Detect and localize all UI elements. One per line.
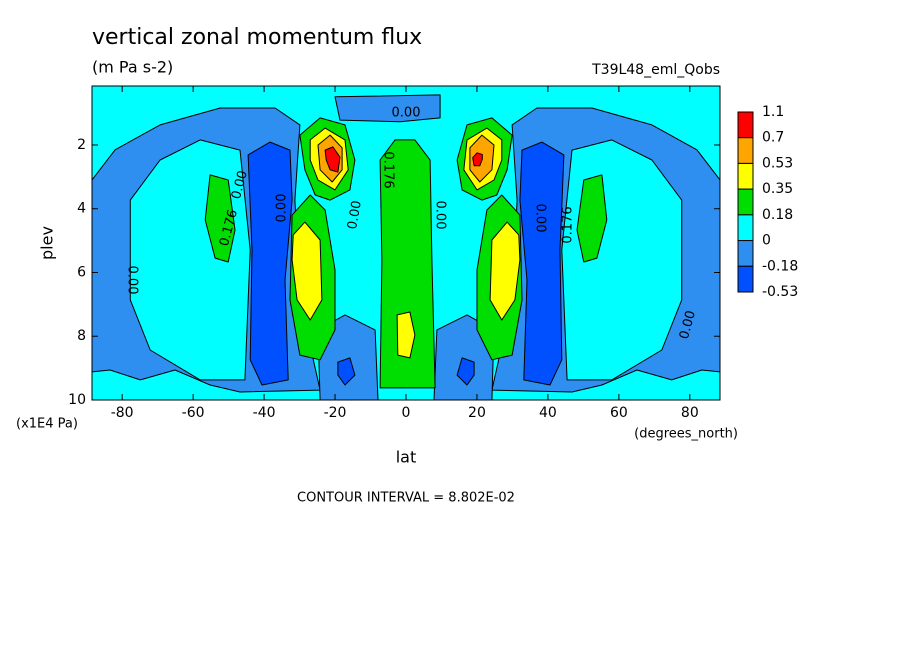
y-tick-label: 10 [68, 392, 86, 408]
contour-region [291, 221, 323, 321]
contour-region [129, 139, 251, 381]
contour-region [334, 94, 441, 123]
colorbar-label: 0.35 [762, 181, 793, 197]
y-axis-units: (x1E4 Pa) [16, 417, 78, 432]
contour-label: 0.176 [561, 206, 576, 243]
colorbar-box [737, 137, 754, 164]
contour-region [317, 314, 379, 400]
colorbar-box [737, 214, 754, 242]
contour-region [576, 174, 608, 263]
contour-region [379, 139, 436, 389]
x-tick-label: 20 [468, 405, 486, 421]
y-tick-label: 6 [77, 264, 86, 280]
contour-region [324, 146, 341, 173]
x-tick-label: -60 [182, 405, 205, 421]
contour-label: 0.00 [275, 194, 290, 223]
contour-region [561, 139, 683, 381]
colorbar-label: 1.1 [762, 104, 784, 120]
contour-label: 0.176 [381, 151, 396, 188]
x-tick-label: 40 [539, 405, 557, 421]
x-tick-label: -80 [111, 405, 134, 421]
colorbar-label: 0.7 [762, 130, 784, 146]
contour-label: 0.00 [345, 199, 365, 230]
x-tick-label: 0 [402, 405, 411, 421]
contour-label: 0.00 [125, 266, 140, 295]
dataset-label: T39L48_eml_Qobs [591, 62, 720, 78]
contour-region [337, 357, 356, 386]
y-axis-label: plev [38, 226, 57, 260]
y-tick-label: 4 [77, 201, 86, 217]
colorbar-box [737, 188, 754, 216]
contour-region [489, 221, 521, 321]
contour-label: 0.00 [229, 169, 251, 201]
colorbar-box [737, 265, 754, 293]
x-tick-label: -20 [324, 405, 347, 421]
contour-region [247, 141, 293, 386]
contour-label: 0.00 [677, 309, 699, 341]
y-tick-label: 8 [77, 328, 86, 344]
contour-label: 0.00 [433, 201, 448, 230]
x-tick-label: 80 [681, 405, 699, 421]
contour-region [472, 152, 483, 167]
contour-region [204, 174, 236, 263]
colorbar-label: 0 [762, 233, 771, 249]
contour-label: 0.00 [533, 204, 548, 233]
x-axis-units: (degrees_north) [634, 427, 738, 442]
contour-region [433, 314, 495, 400]
chart-subtitle: (m Pa s-2) [92, 58, 173, 77]
colorbar-box [737, 240, 754, 267]
x-axis-label: lat [396, 448, 417, 467]
chart-title: vertical zonal momentum flux [92, 25, 422, 50]
x-tick-label: -40 [253, 405, 276, 421]
contour-region [396, 311, 416, 359]
contour-region [456, 357, 475, 386]
y-tick-label: 2 [77, 137, 86, 153]
footnote: CONTOUR INTERVAL = 8.802E-02 [297, 491, 515, 506]
x-tick-label: 60 [610, 405, 628, 421]
colorbar-label: -0.53 [762, 284, 798, 300]
contour-label: 0.00 [392, 106, 421, 121]
colorbar-label: 0.53 [762, 155, 793, 171]
colorbar-label: -0.18 [762, 258, 798, 274]
colorbar-label: 0.18 [762, 207, 793, 223]
colorbar-box [737, 162, 754, 190]
contour-region [519, 141, 565, 386]
colorbar-box [737, 111, 754, 139]
